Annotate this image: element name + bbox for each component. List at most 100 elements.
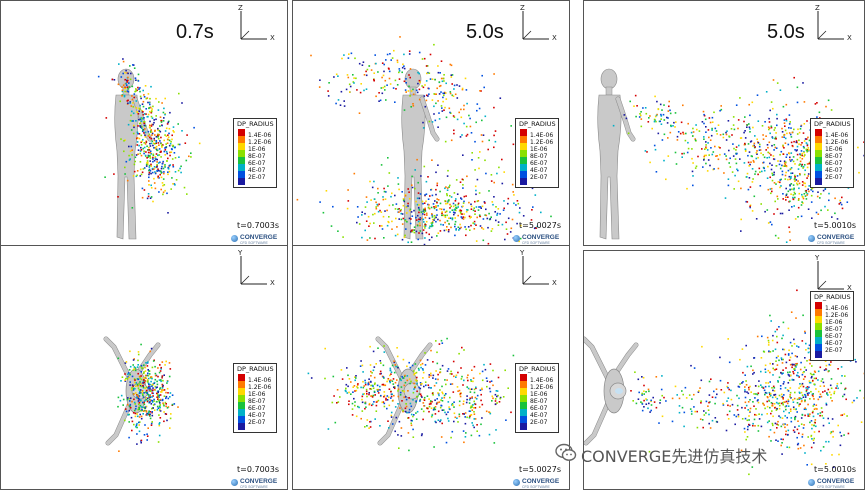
particle bbox=[154, 374, 157, 377]
particle bbox=[405, 398, 408, 401]
particle bbox=[391, 364, 394, 367]
particle bbox=[432, 203, 435, 205]
particle bbox=[786, 416, 788, 419]
particle bbox=[164, 149, 167, 151]
particle bbox=[129, 102, 131, 104]
particle bbox=[383, 237, 385, 239]
particle bbox=[140, 410, 142, 412]
particle bbox=[702, 166, 704, 168]
particle bbox=[369, 345, 371, 348]
particle bbox=[711, 121, 714, 123]
particle bbox=[495, 206, 497, 208]
particle bbox=[803, 155, 805, 158]
particle bbox=[113, 79, 116, 81]
particle bbox=[438, 394, 440, 397]
particle bbox=[143, 96, 146, 98]
particle bbox=[762, 161, 765, 164]
particle bbox=[782, 401, 784, 404]
particle bbox=[667, 155, 670, 157]
particle bbox=[127, 372, 130, 374]
particle bbox=[776, 397, 779, 400]
particle bbox=[796, 149, 798, 151]
panel-top-5-0s-b: Y X DP_RADIUS 1.4E-06 1.2E-06 1E-06 8E-07 6E-07… bbox=[583, 250, 865, 490]
particle bbox=[129, 397, 132, 399]
particle bbox=[132, 102, 134, 104]
legend-tick-label: 8E-07 bbox=[530, 153, 548, 160]
particle bbox=[141, 196, 144, 199]
particle bbox=[807, 394, 809, 396]
particle bbox=[705, 131, 707, 133]
particle bbox=[453, 192, 456, 194]
particle bbox=[126, 72, 128, 74]
particle bbox=[793, 187, 795, 190]
particle bbox=[346, 392, 349, 394]
particle bbox=[789, 158, 791, 161]
particle bbox=[441, 107, 443, 109]
particle bbox=[722, 402, 724, 405]
particle bbox=[424, 194, 426, 196]
particle bbox=[147, 101, 149, 104]
particle bbox=[428, 398, 430, 400]
particle bbox=[139, 126, 142, 128]
particle bbox=[439, 406, 442, 409]
particle bbox=[465, 135, 468, 137]
particle bbox=[810, 201, 813, 203]
particle bbox=[820, 209, 822, 212]
particle bbox=[783, 423, 785, 426]
particle bbox=[794, 196, 796, 199]
particle bbox=[141, 130, 144, 133]
particle bbox=[361, 236, 363, 239]
particle bbox=[135, 88, 137, 90]
particle bbox=[148, 166, 151, 168]
legend-color-swatch bbox=[238, 409, 245, 416]
particle bbox=[435, 188, 437, 191]
particle bbox=[403, 396, 405, 399]
particle bbox=[130, 145, 133, 148]
particle bbox=[402, 409, 404, 412]
particle bbox=[356, 221, 358, 224]
particle bbox=[387, 420, 389, 422]
particle bbox=[403, 80, 406, 83]
particle bbox=[388, 221, 390, 224]
particle bbox=[795, 366, 797, 368]
particle bbox=[105, 117, 108, 119]
particle bbox=[137, 80, 140, 82]
particle bbox=[128, 421, 130, 423]
particle bbox=[775, 183, 777, 185]
particle bbox=[130, 129, 133, 131]
particle bbox=[404, 407, 407, 410]
particle bbox=[788, 132, 791, 134]
particle bbox=[774, 234, 777, 237]
particle bbox=[441, 385, 443, 388]
particle bbox=[136, 141, 139, 143]
particle bbox=[422, 410, 425, 413]
particle bbox=[396, 226, 398, 228]
particle bbox=[804, 394, 807, 397]
particle bbox=[471, 159, 473, 161]
droplet-cloud bbox=[127, 85, 165, 137]
particle bbox=[156, 161, 158, 163]
particle bbox=[717, 158, 720, 161]
particle bbox=[825, 402, 828, 405]
particle bbox=[799, 156, 801, 159]
particle bbox=[148, 173, 150, 176]
legend-color-swatch bbox=[520, 374, 527, 381]
particle bbox=[720, 389, 723, 391]
particle bbox=[805, 138, 808, 140]
particle bbox=[390, 390, 392, 393]
particle bbox=[717, 124, 720, 126]
particle bbox=[777, 198, 779, 200]
particle bbox=[439, 84, 442, 87]
particle bbox=[647, 388, 650, 391]
particle bbox=[784, 174, 787, 177]
particle bbox=[744, 150, 747, 152]
particle bbox=[452, 360, 455, 363]
particle bbox=[134, 381, 136, 384]
particle bbox=[461, 87, 464, 90]
particle bbox=[458, 413, 461, 416]
particle bbox=[405, 82, 407, 84]
particle bbox=[490, 174, 493, 176]
particle bbox=[97, 75, 100, 78]
particle bbox=[435, 220, 437, 223]
particle bbox=[467, 387, 470, 390]
